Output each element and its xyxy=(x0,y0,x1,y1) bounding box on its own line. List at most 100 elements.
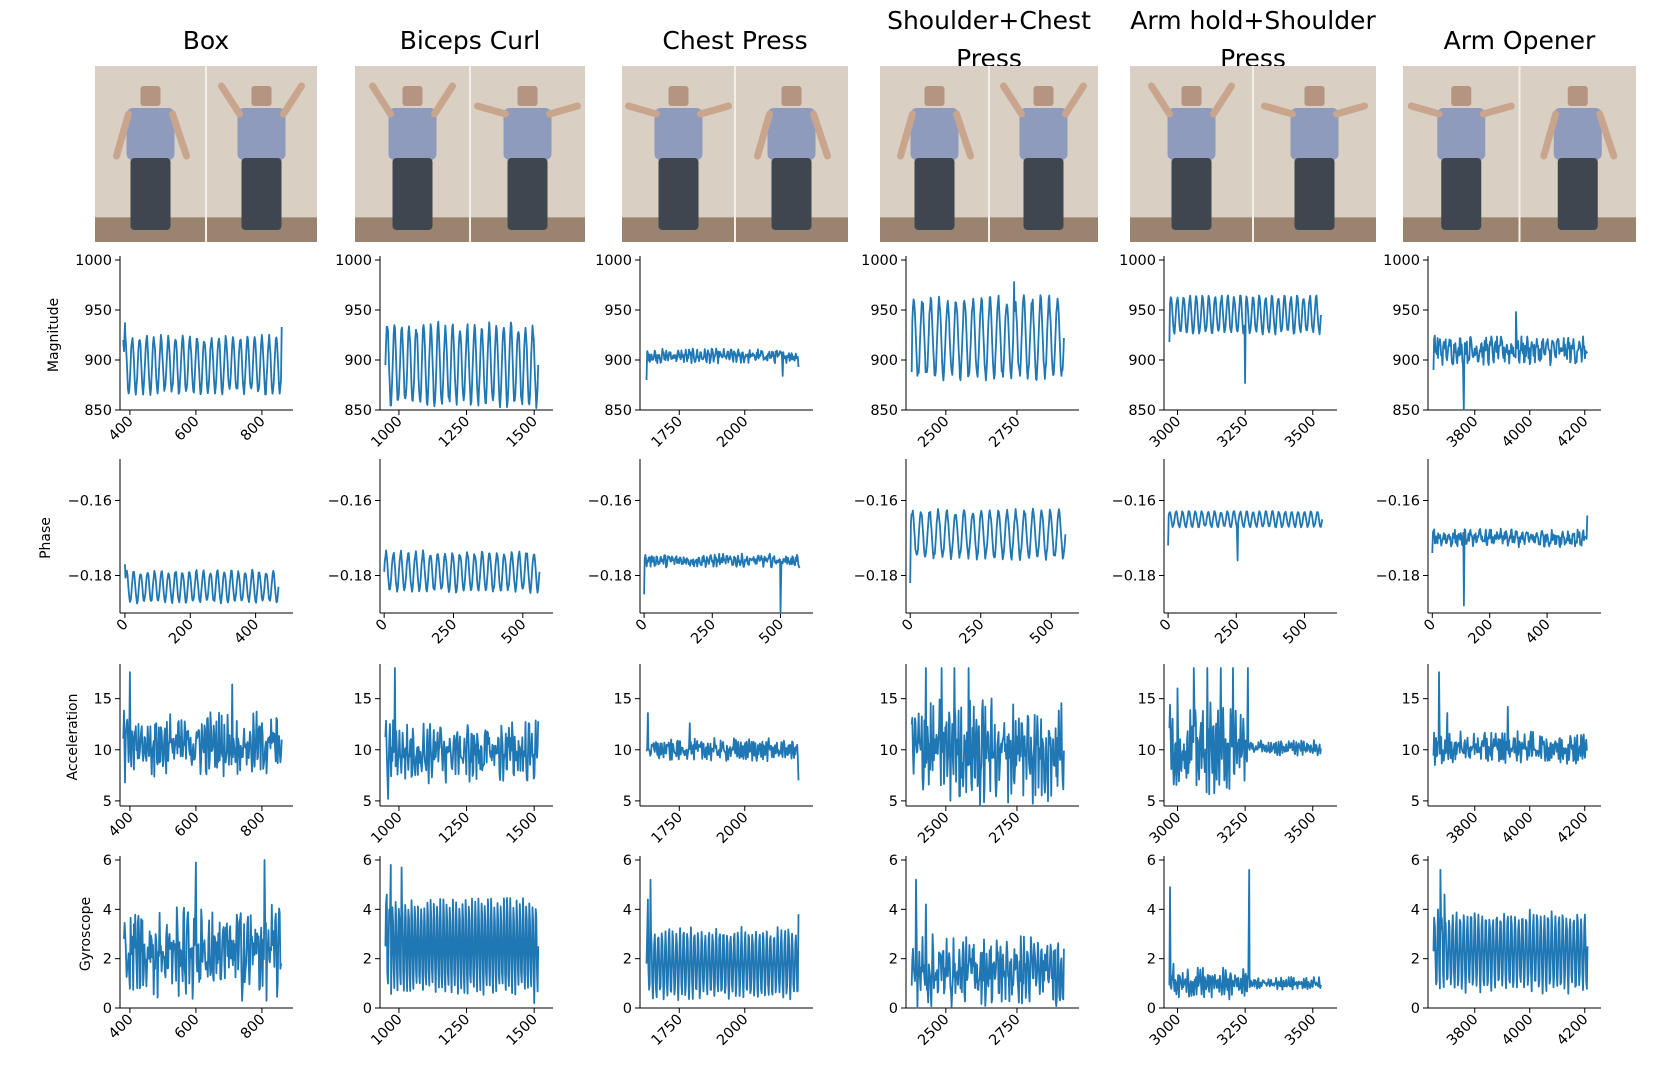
y-tick-label: 2 xyxy=(1411,952,1420,968)
y-tick-label: 850 xyxy=(1392,403,1420,419)
y-tick-label: 15 xyxy=(94,692,112,708)
y-tick-label: −0.18 xyxy=(1112,569,1156,585)
x-tick-label: 1250 xyxy=(436,1012,473,1049)
y-tick-label: 850 xyxy=(84,403,112,419)
y-tick-label: 6 xyxy=(1147,853,1156,869)
biceps-curl-photo xyxy=(355,66,585,242)
series-line xyxy=(384,667,540,800)
y-tick-label: 1000 xyxy=(595,253,632,269)
y-tick-label: 2 xyxy=(1147,952,1156,968)
plot-acceleration-box: 5 10 15 400 600 800 xyxy=(94,664,293,840)
person-figure xyxy=(113,86,190,230)
series-line xyxy=(1432,311,1589,411)
x-tick-label: 250 xyxy=(957,617,988,648)
person-figure xyxy=(1148,82,1235,230)
plot-phase-arm-hold-shoulder-press: −0.16 −0.18 0 250 500 xyxy=(1112,459,1337,647)
x-tick-label: 400 xyxy=(106,810,137,841)
x-tick-label: 2750 xyxy=(986,810,1023,847)
series-line xyxy=(909,507,1067,584)
x-tick-label: 600 xyxy=(172,414,203,445)
y-tick-label: 5 xyxy=(1411,794,1420,810)
y-tick-label: 10 xyxy=(880,743,898,759)
y-tick-label: 10 xyxy=(1402,743,1420,759)
y-tick-label: 5 xyxy=(889,794,898,810)
arm-opener-photo xyxy=(1403,66,1636,242)
x-tick-label: 1500 xyxy=(504,1012,541,1049)
series-line xyxy=(383,549,541,594)
y-tick-label: 950 xyxy=(1392,303,1420,319)
y-tick-label: −0.16 xyxy=(1376,494,1420,510)
plot-phase-biceps-curl: −0.16 −0.18 0 250 500 xyxy=(328,459,553,647)
x-tick-label: 2500 xyxy=(915,1012,952,1049)
person-figure xyxy=(1540,86,1618,230)
y-tick-label: 4 xyxy=(363,902,372,918)
plot-gyroscope-shoulder-chest-press: 0 2 4 6 2500 2750 xyxy=(889,853,1079,1049)
x-tick-label: 0 xyxy=(1421,617,1439,635)
person-figure xyxy=(369,82,456,230)
x-tick-label: 4000 xyxy=(1499,1012,1536,1049)
x-tick-label: 1250 xyxy=(436,414,473,451)
y-tick-label: −0.16 xyxy=(328,494,372,510)
x-tick-label: 2000 xyxy=(714,1012,751,1049)
x-tick-label: 0 xyxy=(633,617,651,635)
x-tick-label: 3800 xyxy=(1444,810,1481,847)
person-figure xyxy=(218,82,305,230)
x-tick-label: 3250 xyxy=(1215,1012,1252,1049)
x-tick-label: 1750 xyxy=(649,414,686,451)
plot-magnitude-shoulder-chest-press: 850 900 950 1000 2500 2750 xyxy=(861,253,1079,451)
y-tick-label: 15 xyxy=(614,692,632,708)
series-line xyxy=(122,859,283,1002)
y-tick-label: 0 xyxy=(623,1001,632,1017)
x-tick-label: 250 xyxy=(429,617,460,648)
person-figure xyxy=(754,86,831,230)
series-line xyxy=(910,878,1065,1009)
x-tick-label: 2000 xyxy=(714,414,751,451)
box-photo xyxy=(95,66,317,242)
y-tick-label: 10 xyxy=(354,743,372,759)
y-tick-label: 4 xyxy=(889,902,898,918)
y-tick-label: 900 xyxy=(870,353,898,369)
row-label-gyroscope: Gyroscope xyxy=(78,897,94,971)
column-title-box: Box xyxy=(183,26,229,55)
y-tick-label: 15 xyxy=(1138,692,1156,708)
x-tick-label: 500 xyxy=(1280,617,1311,648)
plot-acceleration-chest-press: 5 10 15 1750 2000 xyxy=(614,664,813,847)
plot-phase-chest-press: −0.16 −0.18 0 250 500 xyxy=(588,459,813,647)
column-title-arm-hold-shoulder-press: Arm hold+Shoulder Press xyxy=(1130,6,1376,73)
series-line xyxy=(643,552,801,614)
x-tick-label: 3500 xyxy=(1282,810,1319,847)
series-line xyxy=(645,347,800,381)
plot-magnitude-arm-hold-shoulder-press: 850 900 950 1000 3000 3250 3500 xyxy=(1119,253,1337,451)
x-tick-label: 800 xyxy=(238,810,269,841)
x-tick-label: 3000 xyxy=(1147,414,1184,451)
y-tick-label: −0.16 xyxy=(854,494,898,510)
y-tick-label: 6 xyxy=(103,853,112,869)
y-tick-label: −0.18 xyxy=(854,569,898,585)
y-tick-label: 900 xyxy=(1392,353,1420,369)
x-tick-label: 400 xyxy=(232,617,263,648)
y-tick-label: 950 xyxy=(344,303,372,319)
y-tick-label: 950 xyxy=(870,303,898,319)
y-tick-label: 4 xyxy=(1147,902,1156,918)
person-figure xyxy=(474,86,581,230)
y-tick-label: 2 xyxy=(889,952,898,968)
column-title-arm-opener: Arm Opener xyxy=(1444,26,1596,55)
plot-gyroscope-arm-opener: 0 2 4 6 3800 4000 4200 xyxy=(1411,853,1601,1049)
chest-press-photo xyxy=(622,66,848,242)
plot-acceleration-arm-hold-shoulder-press: 5 10 15 3000 3250 3500 xyxy=(1138,664,1337,847)
series-line xyxy=(1167,510,1324,562)
y-tick-label: 850 xyxy=(1128,403,1156,419)
person-figure xyxy=(1261,86,1368,230)
x-tick-label: 500 xyxy=(499,617,530,648)
y-tick-label: −0.16 xyxy=(1112,494,1156,510)
x-tick-label: 250 xyxy=(1212,617,1243,648)
y-tick-label: 1000 xyxy=(335,253,372,269)
y-tick-label: 850 xyxy=(604,403,632,419)
x-tick-label: 1500 xyxy=(504,414,541,451)
series-line xyxy=(1168,869,1322,1001)
plot-gyroscope-arm-hold-shoulder-press: 0 2 4 6 3000 3250 3500 xyxy=(1147,853,1337,1049)
y-tick-label: 1000 xyxy=(1119,253,1156,269)
x-tick-label: 3000 xyxy=(1147,1012,1184,1049)
x-tick-label: 1000 xyxy=(368,414,405,451)
